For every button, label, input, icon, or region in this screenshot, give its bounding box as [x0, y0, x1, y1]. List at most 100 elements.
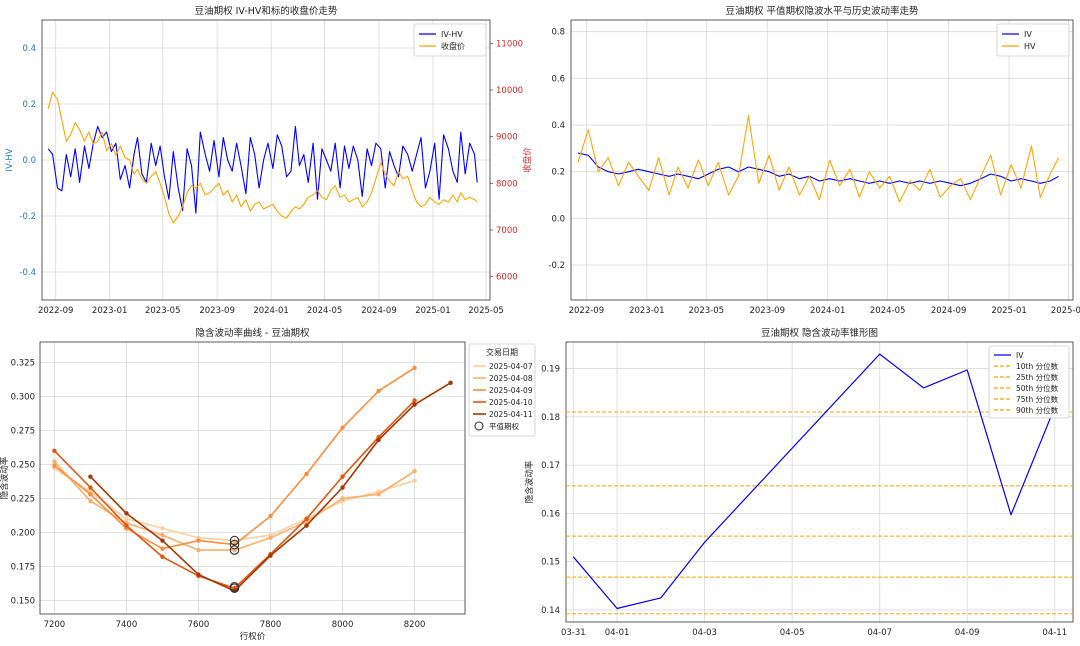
legend-label: 90th 分位数 [1016, 405, 1059, 415]
x-tick-label: 2024-09 [931, 306, 967, 316]
legend-title: 交易日期 [486, 347, 518, 357]
y-right-tick-label: 6000 [496, 273, 518, 283]
data-point [448, 380, 453, 385]
x-tick-label: 04-11 [1042, 628, 1067, 638]
legend-label: 2025-04-09 [489, 386, 533, 395]
y-right-tick-label: 8000 [496, 179, 518, 189]
chart-p1: 2022-09 2023-01 2023-05 2023-09 2024-01 2024-… [5, 5, 533, 316]
legend-atm-marker [474, 421, 484, 431]
data-point [376, 492, 381, 497]
data-point [304, 516, 309, 521]
legend-label: 75th 分位数 [1016, 394, 1059, 404]
y-tick-label: -0.2 [19, 212, 36, 222]
y-tick-label: 0.2 [22, 100, 36, 110]
data-point [52, 459, 57, 464]
data-point [340, 485, 345, 490]
y-tick-label: -0.2 [548, 261, 565, 271]
chart-title: 隐含波动率曲线 - 豆油期权 [196, 327, 310, 339]
data-point [304, 471, 309, 477]
data-point [160, 532, 165, 538]
legend-box [413, 23, 487, 57]
y-axis-label: IV-HV [5, 148, 15, 171]
y-tick-label: 0.4 [22, 44, 36, 54]
x-tick-label: 2023-01 [92, 306, 128, 316]
plot-frame [570, 19, 1074, 301]
x-tick-label: 2023-05 [689, 306, 725, 316]
series-line-HV [577, 115, 1060, 203]
legend-label: 2025-04-11 [489, 410, 533, 419]
y-axis-label: 隐含波动率 [0, 456, 10, 499]
x-tick-label: 7400 [116, 620, 138, 630]
x-tick-label: 2025-01 [991, 306, 1027, 316]
plot-frame [565, 341, 1074, 623]
x-tick-label: 2025-01 [415, 306, 451, 316]
legend-label: 平值期权 [489, 421, 519, 431]
chart-title: 豆油期权 IV-HV和标的收盘价走势 [195, 5, 338, 17]
legend-label: 10th 分位数 [1016, 361, 1059, 371]
y-tick-label: 0.175 [11, 562, 35, 572]
x-tick-label: 2024-05 [870, 306, 906, 316]
legend-label: 25th 分位数 [1016, 372, 1059, 382]
x-tick-label: 2024-09 [361, 306, 397, 316]
plot-frame [41, 19, 491, 301]
legend-label: HV [1024, 42, 1036, 51]
data-point [124, 511, 129, 516]
x-tick-label: 04-07 [867, 628, 892, 638]
data-point [412, 469, 417, 474]
y-tick-label: 0.15 [541, 558, 560, 568]
series-line-IV-HV [47, 125, 478, 214]
y-tick-label: 0.275 [11, 426, 35, 436]
x-tick-label: 2025-05 [1051, 306, 1080, 316]
chart-title: 豆油期权 平值期权隐波水平与历史波动率走势 [725, 5, 919, 17]
data-point [88, 498, 93, 504]
legend-label: 收盘价 [441, 41, 465, 51]
y-right-tick-label: 10000 [496, 86, 523, 96]
x-tick-label: 7800 [260, 620, 282, 630]
y-tick-label: 0.6 [551, 74, 565, 84]
x-tick-label: 2024-01 [253, 306, 289, 316]
data-point [196, 572, 201, 577]
y-axis-label: 隐含波动率 [524, 460, 535, 503]
x-tick-label: 2023-05 [145, 306, 181, 316]
data-point [340, 496, 345, 501]
chart-p3: 7200 7400 7600 7800 8000 8200 0.150 0.175 0.200 0… [0, 327, 536, 642]
legend-label: IV [1016, 351, 1024, 360]
data-point [160, 546, 165, 551]
x-tick-label: 04-03 [692, 628, 717, 638]
x-tick-label: 2023-09 [199, 306, 235, 316]
x-tick-label: 03-31 [561, 628, 586, 638]
data-point [412, 398, 417, 403]
x-tick-label: 7200 [44, 620, 66, 630]
data-point [412, 478, 417, 483]
data-point [124, 516, 129, 521]
chart-p2: 2022-09 2023-01 2023-05 2023-09 2024-01 2024-… [548, 5, 1080, 316]
y-tick-label: 0.18 [541, 413, 560, 423]
x-tick-label: 2025-05 [468, 306, 504, 316]
data-point [196, 547, 201, 553]
data-point [412, 365, 417, 371]
y-tick-label: 0.325 [11, 358, 35, 368]
data-point [160, 526, 165, 531]
data-point [88, 474, 93, 479]
y-right-tick-label: 7000 [496, 226, 518, 236]
x-tick-label: 8200 [404, 620, 426, 630]
series-line-2025-04-07 [53, 467, 415, 542]
data-point [340, 425, 345, 430]
legend-label: IV [1024, 30, 1032, 39]
y-tick-label: 0.0 [551, 214, 565, 224]
y-tick-label: -0.4 [19, 268, 36, 278]
y-right-tick-label: 9000 [496, 133, 518, 143]
x-tick-label: 2023-09 [749, 306, 785, 316]
data-point [268, 553, 273, 558]
series-line-收盘价 [47, 91, 478, 224]
y-tick-label: 0.2 [551, 168, 565, 178]
data-point [88, 492, 93, 497]
x-tick-label: 04-05 [780, 628, 805, 638]
data-point [88, 485, 93, 490]
x-tick-label: 04-01 [605, 628, 630, 638]
plot-frame [39, 341, 466, 615]
x-tick-label: 04-09 [955, 628, 980, 638]
y-tick-label: 0.300 [11, 392, 35, 402]
y-tick-label: 0.4 [551, 121, 565, 131]
y-tick-label: 0.250 [11, 460, 35, 470]
